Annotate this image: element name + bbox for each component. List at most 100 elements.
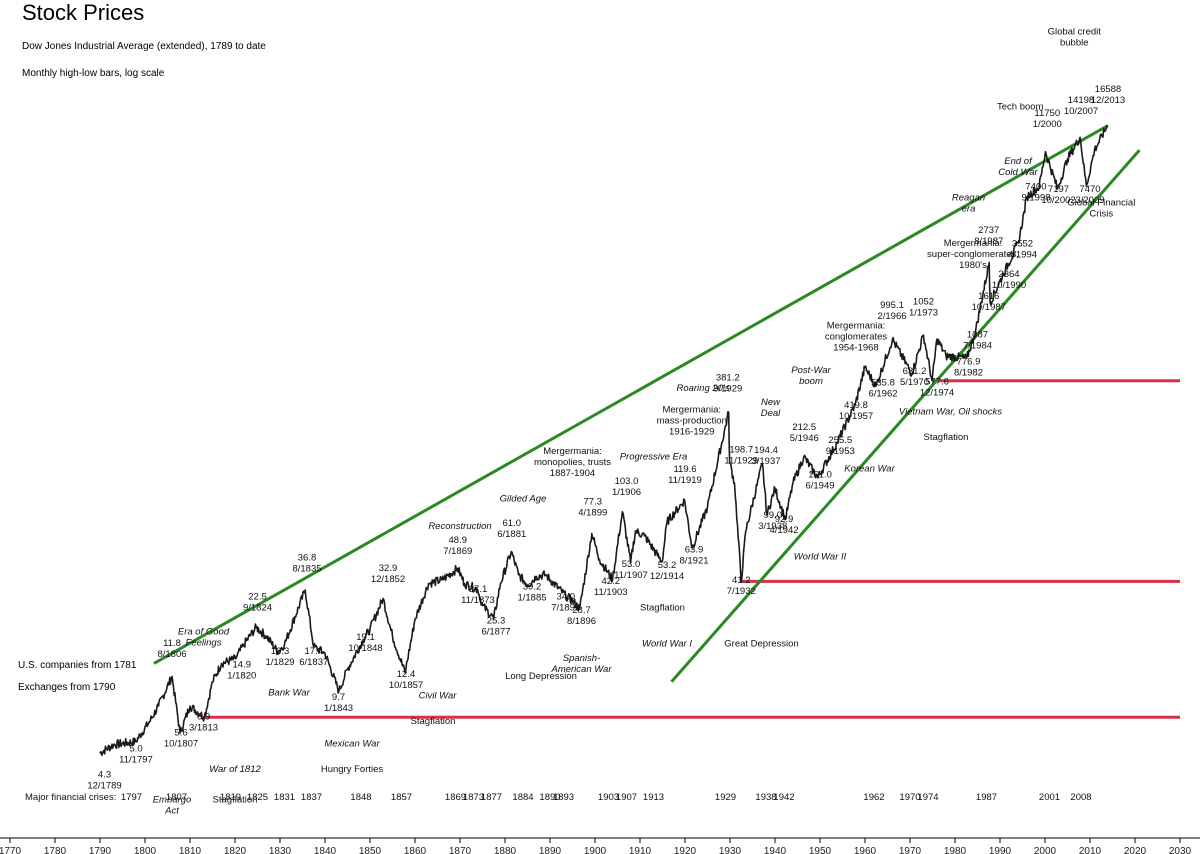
value-label-value: 28.7 xyxy=(572,605,591,616)
crisis-year: 1877 xyxy=(481,792,502,803)
x-tick-label: 1890 xyxy=(539,846,562,854)
x-tick-label: 1790 xyxy=(89,846,112,854)
event-label: World War I xyxy=(642,638,692,649)
event-label: Stagflation xyxy=(213,794,258,805)
event-label: Stagflation xyxy=(640,603,685,614)
x-tick-label: 1960 xyxy=(854,846,877,854)
value-label-value: 1616 xyxy=(978,291,999,302)
value-label-date: 7/1984 xyxy=(963,341,992,352)
value-label-value: 1087 xyxy=(967,330,988,341)
event-label: bubble xyxy=(1060,37,1089,48)
value-label-date: 6/1881 xyxy=(497,529,526,540)
event-label: Reconstruction xyxy=(428,521,491,532)
crisis-year-labels: 1797 1807 1819 1825 1831 1837 1848 1857 18691873… xyxy=(121,792,1092,803)
value-label-date: 12/2013 xyxy=(1091,95,1125,106)
event-label: super-conglomerates, xyxy=(927,249,1019,260)
event-label: boom xyxy=(799,376,823,387)
x-tick-label: 2010 xyxy=(1079,846,1102,854)
crises-label: Major financial crises: xyxy=(25,792,116,803)
value-label-date: 7/1869 xyxy=(443,546,472,557)
value-label-value: 2364 xyxy=(998,269,1019,280)
value-label-value: 19.1 xyxy=(356,632,375,643)
value-label-value: 776.9 xyxy=(957,356,981,367)
value-label-value: 41.2 xyxy=(732,575,751,586)
value-label-value: 2737 xyxy=(978,225,999,236)
value-label-value: 48.9 xyxy=(449,535,468,546)
value-label-date: 5/1946 xyxy=(790,433,819,444)
value-label-value: 103.0 xyxy=(615,476,639,487)
value-label-date: 10/2007 xyxy=(1064,106,1098,117)
value-label-value: 14.9 xyxy=(233,659,252,670)
event-label: monopolies, trusts xyxy=(534,457,611,468)
value-label-value: 14198 xyxy=(1068,95,1094,106)
event-label: 1954-1968 xyxy=(833,342,878,353)
crisis-year: 1837 xyxy=(301,792,322,803)
value-label-date: 12/1852 xyxy=(371,574,405,585)
value-label-value: 5.0 xyxy=(129,744,142,755)
event-label: American War xyxy=(550,664,612,675)
crisis-year: 1893 xyxy=(553,792,574,803)
value-label-date: 9/1998 xyxy=(1021,192,1050,203)
value-label-date: 10/2002 xyxy=(1041,195,1075,206)
value-label-date: 5/1970 xyxy=(900,377,929,388)
event-label: Civil War xyxy=(419,691,458,702)
value-label-date: 4/1899 xyxy=(578,508,607,519)
x-tick-label: 1780 xyxy=(44,846,67,854)
value-label-value: 3552 xyxy=(1012,238,1033,249)
event-label: Stagflation xyxy=(411,716,456,727)
event-label: Era of Good xyxy=(178,626,230,637)
event-label: mass-production xyxy=(657,416,727,427)
event-label: era xyxy=(962,203,976,214)
crisis-year: 1938 xyxy=(755,792,776,803)
value-label-value: 255.5 xyxy=(828,435,852,446)
crisis-year: 1907 xyxy=(616,792,637,803)
value-label-value: 535.8 xyxy=(871,377,895,388)
value-label-date: 11/1797 xyxy=(119,755,153,766)
value-label-date: 8/1987 xyxy=(974,236,1003,247)
event-label: Bank War xyxy=(268,687,310,698)
x-tick-label: 1860 xyxy=(404,846,427,854)
x-tick-label: 1880 xyxy=(494,846,517,854)
event-label: Deal xyxy=(761,408,781,419)
crisis-year: 1807 xyxy=(166,792,187,803)
value-label-value: 16588 xyxy=(1095,84,1121,95)
value-label-value: 17.4 xyxy=(305,646,324,657)
x-tick-label: 1980 xyxy=(944,846,967,854)
support-lines xyxy=(201,379,1180,719)
value-label-value: 42.2 xyxy=(602,576,621,587)
event-label: Reagan xyxy=(952,192,985,203)
crisis-year: 1873 xyxy=(463,792,484,803)
crisis-year: 1942 xyxy=(773,792,794,803)
chart-subtitle-scale: Monthly high-low bars, log scale xyxy=(22,68,165,79)
value-label-date: 6/1837 xyxy=(299,657,328,668)
x-tick-label: 1940 xyxy=(764,846,787,854)
value-label-date: 10/1990 xyxy=(992,280,1026,291)
value-label-value: 995.1 xyxy=(880,300,904,311)
value-label-value: 7197 xyxy=(1048,184,1069,195)
event-label: Mergermania: xyxy=(662,405,721,416)
value-label-date: 11/1903 xyxy=(594,587,628,598)
value-label-value: 212.5 xyxy=(792,422,816,433)
crisis-year: 1819 xyxy=(220,792,241,803)
dow-line xyxy=(99,124,1109,756)
event-label: Korean War xyxy=(844,463,895,474)
event-label: Global credit xyxy=(1048,26,1102,37)
x-tick-label: 1800 xyxy=(134,846,157,854)
value-label-value: 39.2 xyxy=(523,582,542,593)
event-label: Feelings xyxy=(186,637,222,648)
value-label-date: 11/1919 xyxy=(668,475,702,486)
dow-series xyxy=(99,124,1109,756)
crisis-year: 1857 xyxy=(391,792,412,803)
event-label: Mergermania: xyxy=(827,320,886,331)
x-tick-label: 1830 xyxy=(269,846,292,854)
value-label-value: 34.0 xyxy=(557,592,576,603)
value-label-date: 8/1982 xyxy=(954,367,983,378)
event-label: Act xyxy=(164,805,179,816)
event-label: conglomerates xyxy=(825,331,888,342)
event-label: Mergermania: xyxy=(944,238,1003,249)
note-exchanges: Exchanges from 1790 xyxy=(18,682,116,693)
value-label-value: 119.6 xyxy=(673,464,696,475)
x-tick-label: 1950 xyxy=(809,846,832,854)
